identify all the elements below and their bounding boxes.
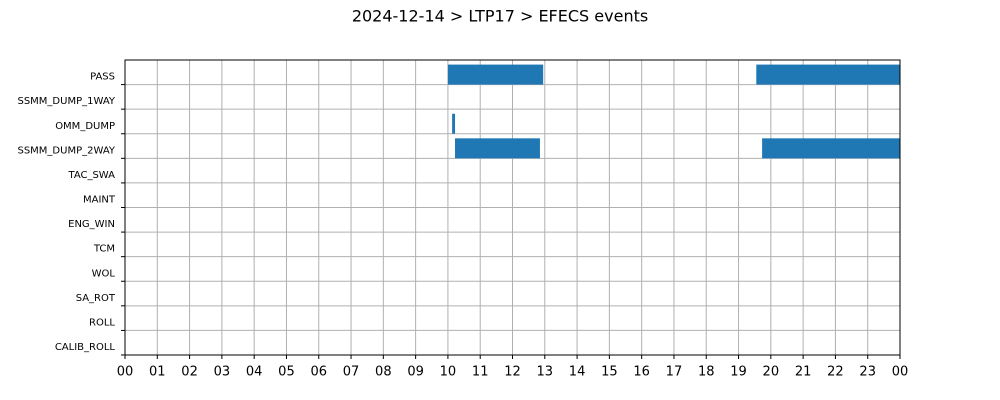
y-tick-label: SSMM_DUMP_1WAY (17, 96, 115, 107)
x-tick-label: 08 (375, 365, 392, 380)
x-tick-label: 15 (601, 365, 618, 380)
x-tick-label: 02 (181, 365, 198, 380)
x-tick-label: 07 (343, 365, 360, 380)
x-tick-label: 13 (537, 365, 554, 380)
event-bar (452, 113, 456, 134)
y-tick-label: TCM (93, 244, 115, 255)
y-tick-label: WOL (92, 268, 116, 279)
x-tick-label: 14 (569, 365, 586, 380)
y-tick-label: SSMM_DUMP_2WAY (17, 145, 115, 156)
y-tick-label: OMM_DUMP (55, 121, 115, 132)
x-tick-label: 05 (278, 365, 295, 380)
event-bar (756, 64, 900, 85)
y-tick-label: PASS (90, 72, 115, 83)
x-tick-label: 09 (407, 365, 424, 380)
x-tick-label: 22 (827, 365, 844, 380)
x-tick-label: 03 (214, 365, 231, 380)
x-tick-label: 12 (504, 365, 521, 380)
x-tick-label: 00 (117, 365, 134, 380)
y-tick-label: ROLL (89, 317, 115, 328)
x-tick-label: 18 (698, 365, 715, 380)
x-tick-label: 17 (666, 365, 683, 380)
x-tick-label: 16 (633, 365, 650, 380)
x-tick-label: 20 (763, 365, 780, 380)
plot-frame (124, 59, 901, 356)
x-tick-label: 19 (730, 365, 747, 380)
x-tick-label: 04 (246, 365, 263, 380)
event-bar (762, 138, 900, 159)
chart-title: 2024-12-14 > LTP17 > EFECS events (352, 7, 648, 26)
y-tick-label: CALIB_ROLL (55, 342, 116, 353)
y-tick-label: TAC_SWA (67, 170, 115, 181)
event-bar (455, 138, 540, 159)
x-tick-label: 10 (440, 365, 457, 380)
x-tick-label: 01 (149, 365, 166, 380)
y-tick-label: MAINT (83, 195, 116, 206)
x-tick-label: 00 (892, 365, 909, 380)
y-tick-label: SA_ROT (76, 293, 116, 304)
x-tick-label: 06 (310, 365, 327, 380)
x-tick-label: 11 (472, 365, 489, 380)
event-bar (447, 64, 544, 85)
x-tick-label: 21 (795, 365, 812, 380)
y-tick-label: ENG_WIN (68, 219, 115, 230)
x-tick-label: 23 (859, 365, 876, 380)
